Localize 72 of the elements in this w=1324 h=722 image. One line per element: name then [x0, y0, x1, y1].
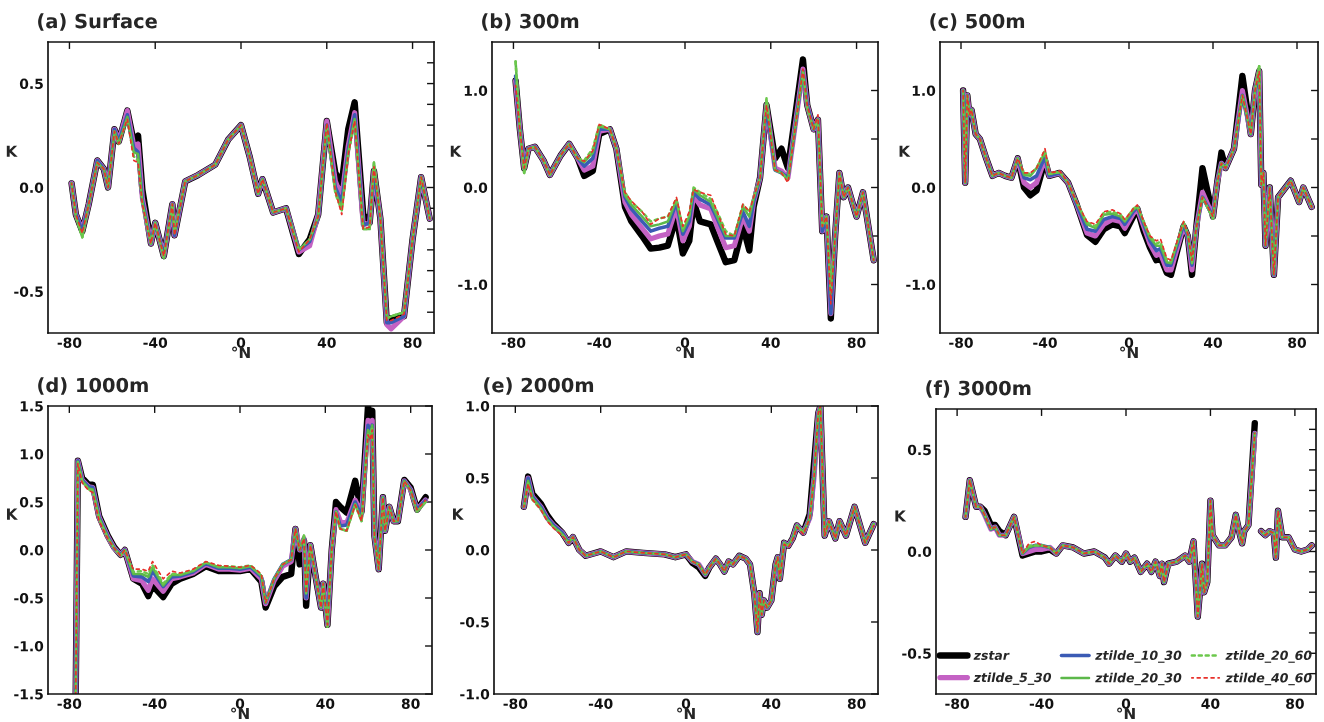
x-tick-label: -80 [503, 698, 528, 709]
chart-title: (e) 2000m [484, 377, 594, 395]
y-tick-label: -0.5 [902, 648, 931, 659]
y-tick-label: 0.0 [19, 182, 44, 193]
y-tick-label: 1.0 [464, 85, 488, 96]
y-tick-label: -1.0 [460, 688, 490, 700]
x-tick-label: -40 [588, 698, 613, 709]
y-tick-label: 0.5 [907, 444, 931, 456]
y-tick-label: 0.0 [907, 546, 932, 557]
x-tick-label: 40 [762, 698, 781, 709]
y-tick-label: 1.0 [20, 448, 44, 460]
y-tick-label: -1.0 [458, 279, 488, 290]
x-tick-label: -40 [142, 698, 167, 709]
x-tick-label: 80 [847, 698, 866, 709]
x-tick-label: -40 [587, 337, 612, 348]
legend-label: ztilde_5_30 [973, 672, 1052, 685]
x-tick-label: -40 [143, 337, 168, 348]
y-axis-title: K [453, 508, 464, 520]
x-tick-label: 40 [1203, 337, 1222, 348]
x-tick-label: -80 [949, 337, 973, 348]
chart-title: (b) 300m [482, 13, 579, 31]
x-tick-label: 80 [401, 698, 420, 709]
y-tick-label: 0.5 [19, 496, 43, 508]
y-tick-label: 0.0 [465, 544, 490, 556]
y-tick-label: -0.5 [460, 616, 489, 628]
y-axis-title: K [6, 145, 18, 157]
x-tick-label: 40 [1201, 698, 1220, 709]
x-tick-label: 40 [761, 337, 780, 348]
y-tick-label: 0.5 [19, 78, 43, 90]
y-tick-label: 0.5 [465, 472, 489, 484]
y-tick-label: 1.0 [466, 400, 490, 412]
y-tick-label: -1.0 [906, 279, 936, 290]
y-tick-label: -1.0 [14, 640, 44, 652]
y-axis-title: K [7, 508, 18, 520]
y-tick-label: 0.0 [19, 544, 44, 556]
x-tick-label: 80 [1288, 337, 1306, 348]
x-tick-label: -40 [1033, 337, 1057, 348]
chart-title: (d) 1000m [38, 377, 148, 395]
legend-label: ztilde_10_30 [1095, 650, 1182, 663]
x-axis-title: °N [677, 707, 695, 720]
x-tick-label: -80 [57, 337, 82, 348]
x-tick-label: 80 [1286, 698, 1304, 709]
y-tick-label: 1.0 [912, 85, 936, 96]
x-tick-label: -80 [57, 698, 82, 709]
y-tick-label: 0.0 [463, 182, 488, 193]
y-tick-label: -0.5 [14, 592, 43, 604]
chart-title: (a) Surface [38, 13, 157, 31]
x-tick-label: 80 [403, 337, 422, 348]
chart-title: (f) 3000m [926, 380, 1031, 398]
y-axis-title: K [895, 510, 907, 522]
x-axis-title: °N [676, 346, 694, 359]
x-axis-title: °N [231, 707, 249, 720]
y-tick-label: -1.5 [14, 689, 43, 700]
x-tick-label: -80 [501, 337, 526, 348]
x-axis-title: °N [232, 346, 250, 359]
y-tick-label: 0.0 [911, 182, 936, 193]
x-axis-title: °N [1120, 346, 1138, 359]
legend-label: ztilde_40_60 [1225, 672, 1312, 686]
x-tick-label: -80 [945, 698, 969, 709]
legend-label: zstar [973, 651, 1010, 661]
chart-title: (c) 500m [930, 13, 1025, 31]
legend-label: ztilde_20_60 [1225, 650, 1312, 663]
y-tick-label: -0.5 [14, 286, 43, 297]
y-axis-title: K [899, 145, 911, 157]
y-tick-label: 1.5 [20, 401, 43, 412]
x-axis-title: °N [1117, 707, 1135, 720]
x-tick-label: 40 [317, 337, 336, 348]
legend-label: ztilde_20_30 [1095, 672, 1182, 686]
y-axis-title: K [450, 145, 462, 157]
x-tick-label: -40 [1029, 698, 1054, 709]
x-tick-label: 80 [847, 337, 866, 348]
x-tick-label: 40 [316, 698, 335, 709]
